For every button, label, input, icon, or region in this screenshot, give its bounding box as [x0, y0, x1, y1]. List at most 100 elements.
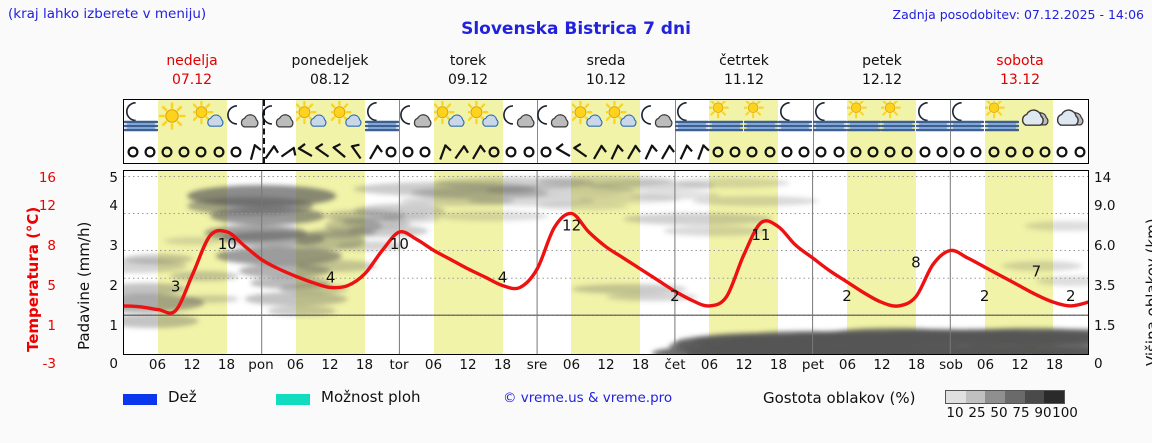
- x-tick-20: 06: [838, 357, 857, 373]
- day-separator-2: [399, 100, 401, 163]
- sun-cloud-icon: [330, 101, 362, 127]
- wind-cell-32: [675, 140, 693, 164]
- wind-barb-icon: [936, 146, 948, 158]
- day-header-6: sobota 13.12: [951, 52, 1089, 96]
- x-tick-24: 06: [976, 357, 995, 373]
- wind-barb-icon: [230, 146, 242, 158]
- cloudheight_ticks-tick-5: 0: [1094, 356, 1103, 372]
- wind-barb-icon: [350, 143, 362, 160]
- temperature-curve: [124, 211, 1088, 315]
- wind-barb-icon: [850, 146, 862, 158]
- copyright-link[interactable]: © vreme.us & vreme.pro: [503, 390, 673, 406]
- sun-fog-icon: [881, 101, 916, 132]
- wind-cell-48: [951, 140, 968, 164]
- sun-fog-icon: [743, 101, 778, 132]
- location-menu-hint[interactable]: (kraj lahko izberete v meniju): [8, 6, 207, 22]
- wind-barb-icon: [679, 144, 693, 160]
- wind-cell-2: [158, 140, 175, 164]
- cloud-density-label: Gostota oblakov (%): [763, 389, 916, 407]
- wind-barb-icon: [697, 144, 710, 160]
- precipitation_ticks-tick-3: 2: [109, 278, 118, 294]
- day-name: sreda: [586, 53, 626, 69]
- weather-icon-cell-1: [158, 100, 192, 138]
- wind-barb-icon: [610, 144, 624, 160]
- day-header-2: torek 09.12: [399, 52, 537, 96]
- wind-barb-icon: [505, 146, 517, 158]
- wind-barb-icon: [592, 144, 607, 160]
- temperature-axis-title: Temperatura (°C): [3, 170, 42, 356]
- weather-icon-cell-9: [434, 100, 468, 138]
- x-tick-23: sob: [939, 357, 963, 373]
- wind-barb-icon: [746, 146, 758, 158]
- weather-icon-cell-14: [606, 100, 640, 138]
- wind-cell-14: [365, 140, 383, 164]
- weather-icon-cell-27: [1053, 100, 1087, 138]
- moon-fog-icon: [674, 102, 709, 132]
- moon-fog-icon: [915, 102, 950, 132]
- x-tick-10: 18: [493, 357, 512, 373]
- wind-barb-icon: [280, 146, 296, 158]
- weather-icon-cell-11: [502, 100, 537, 138]
- moon-cloud-icon: [640, 105, 673, 128]
- meteogram-plot: 310410412211282726: [123, 170, 1089, 355]
- cloud-density-tick-3: 75: [1012, 405, 1030, 421]
- moon-cloud-icon: [537, 105, 569, 128]
- cloudheight_ticks-tick-1: 9.0: [1094, 198, 1116, 214]
- precipitation_ticks-tick-1: 4: [109, 198, 118, 214]
- day-date: 07.12: [171, 72, 213, 88]
- wind-cell-7: [245, 140, 262, 164]
- day-separator-6: [950, 100, 952, 163]
- wind-cell-28: [606, 140, 624, 164]
- wind-cell-37: [761, 140, 778, 164]
- wind-barb-icon: [250, 143, 262, 161]
- wind-barb-icon: [919, 146, 931, 158]
- moon-cloud-icon: [399, 105, 432, 128]
- moon-fog-icon: [124, 102, 159, 132]
- sun-icon: [158, 102, 186, 130]
- wind-cell-18: [434, 140, 452, 164]
- plot-gridlines: [124, 171, 1088, 354]
- temp-label-8: 2: [842, 287, 852, 305]
- cloudheight_ticks-tick-0: 14: [1094, 170, 1112, 186]
- wind-cell-41: [830, 140, 847, 164]
- x-axis-tick-labels: 06 12 18 pon 06 12 18 tor 06 12 18 sre 06 12 18 čet 06 12…: [123, 357, 1089, 377]
- weather-icon-cell-18: [743, 100, 778, 138]
- wind-cell-21: [486, 140, 503, 164]
- x-tick-25: 12: [1011, 357, 1029, 373]
- icon-day-separators: [124, 100, 1088, 163]
- x-tick-12: 06: [562, 357, 581, 373]
- wind-cell-46: [916, 140, 933, 164]
- wind-barb-icon: [540, 146, 552, 158]
- band-22: [881, 171, 916, 354]
- wind-barb-icon: [1022, 146, 1034, 158]
- temperature-tick-labels: 16 12 8 5 1 -3: [28, 160, 56, 380]
- cloud-density-layer: [124, 176, 1088, 354]
- x-tick-3: pon: [248, 357, 274, 373]
- wind-cell-44: [882, 140, 899, 164]
- weather-icon-cell-7: [365, 100, 400, 138]
- wind-cell-36: [744, 140, 761, 164]
- wind-cell-27: [589, 140, 607, 164]
- wind-barb-icon: [884, 146, 896, 158]
- wind-barb-icon: [867, 146, 879, 158]
- band-1: [158, 100, 193, 163]
- weather-icon-cell-21: [847, 100, 882, 138]
- wind-barb-row: [124, 140, 1088, 164]
- x-tick-14: 18: [631, 357, 650, 373]
- wind-cell-39: [796, 140, 813, 164]
- temp-label-7: 11: [751, 226, 770, 244]
- x-tick-15: čet: [664, 357, 686, 373]
- temperature_ticks-tick-1: 12: [38, 198, 56, 214]
- moon-fog-icon: [778, 102, 813, 132]
- wind-barb-icon: [970, 146, 982, 158]
- day-name: sobota: [996, 53, 1044, 69]
- wind-cell-0: [124, 140, 141, 164]
- cloud-density-tick-4: 90: [1034, 405, 1052, 421]
- cloud-density-step-3: [1005, 391, 1025, 403]
- wind-barb-icon: [781, 146, 793, 158]
- wind-cell-15: [382, 140, 399, 164]
- cloudheight_ticks-tick-4: 1.5: [1094, 318, 1116, 334]
- weather-icon-cell-10: [468, 100, 502, 138]
- wind-barb-icon: [178, 146, 190, 158]
- sun-cloud-icon: [468, 101, 499, 127]
